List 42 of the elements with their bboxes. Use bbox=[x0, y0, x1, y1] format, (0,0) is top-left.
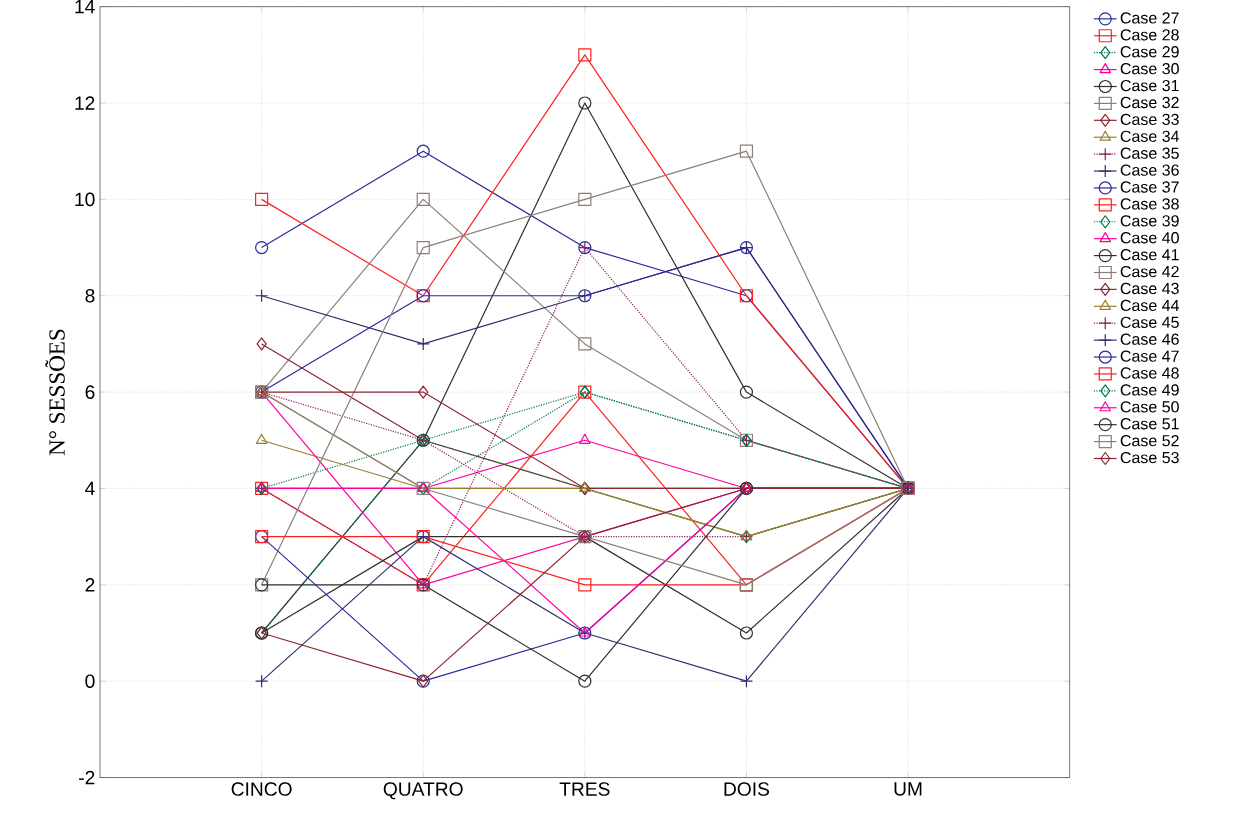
legend-label: Case 53 bbox=[1120, 452, 1179, 464]
legend-label: Case 32 bbox=[1120, 97, 1179, 109]
legend-label: Case 31 bbox=[1120, 80, 1179, 92]
legend-label: Case 29 bbox=[1120, 46, 1179, 58]
y-axis-title: N° SESSÕES bbox=[45, 329, 65, 456]
y-tick-label: 4 bbox=[85, 482, 95, 496]
legend-label: Case 45 bbox=[1120, 316, 1179, 329]
legend-label: Case 33 bbox=[1120, 113, 1179, 126]
legend-label: Case 46 bbox=[1120, 333, 1179, 346]
legend-label: Case 34 bbox=[1120, 130, 1180, 143]
legend-label: Case 42 bbox=[1120, 266, 1179, 278]
legend-label: Case 39 bbox=[1120, 215, 1179, 227]
legend-label: Case 35 bbox=[1120, 147, 1179, 160]
legend-label: Case 52 bbox=[1120, 435, 1179, 447]
x-tick-label: TRES bbox=[559, 782, 610, 797]
x-tick-label: QUATRO bbox=[383, 782, 463, 800]
legend-label: Case 43 bbox=[1120, 283, 1179, 295]
legend-label: Case 38 bbox=[1120, 198, 1179, 210]
y-tick-label: 6 bbox=[85, 385, 95, 400]
legend-label: Case 40 bbox=[1120, 232, 1179, 244]
y-tick-label: 0 bbox=[85, 674, 95, 689]
legend-label: Case 36 bbox=[1120, 164, 1179, 176]
x-tick-label: CINCO bbox=[231, 782, 292, 797]
legend-label: Case 50 bbox=[1120, 401, 1179, 413]
legend-label: Case 48 bbox=[1120, 367, 1179, 379]
legend-label: Case 28 bbox=[1120, 29, 1179, 41]
legend-label: Case 41 bbox=[1120, 249, 1179, 261]
y-tick-label: 12 bbox=[75, 96, 95, 110]
legend-label: Case 49 bbox=[1120, 384, 1179, 396]
y-tick-label: 2 bbox=[85, 578, 95, 592]
legend-label: Case 47 bbox=[1120, 350, 1179, 362]
x-tick-label: UM bbox=[894, 782, 922, 796]
x-tick-label: DOIS bbox=[724, 782, 770, 797]
legend-label: Case 30 bbox=[1120, 63, 1179, 75]
y-tick-label: 10 bbox=[75, 192, 95, 207]
legend-label: Case 27 bbox=[1120, 12, 1179, 24]
legend-label: Case 51 bbox=[1120, 418, 1179, 430]
y-tick-label: 8 bbox=[85, 289, 95, 303]
y-tick-label: 14 bbox=[75, 0, 95, 14]
y-tick-label: -2 bbox=[79, 771, 95, 785]
legend-label: Case 44 bbox=[1120, 299, 1180, 312]
legend-label: Case 37 bbox=[1120, 181, 1179, 193]
